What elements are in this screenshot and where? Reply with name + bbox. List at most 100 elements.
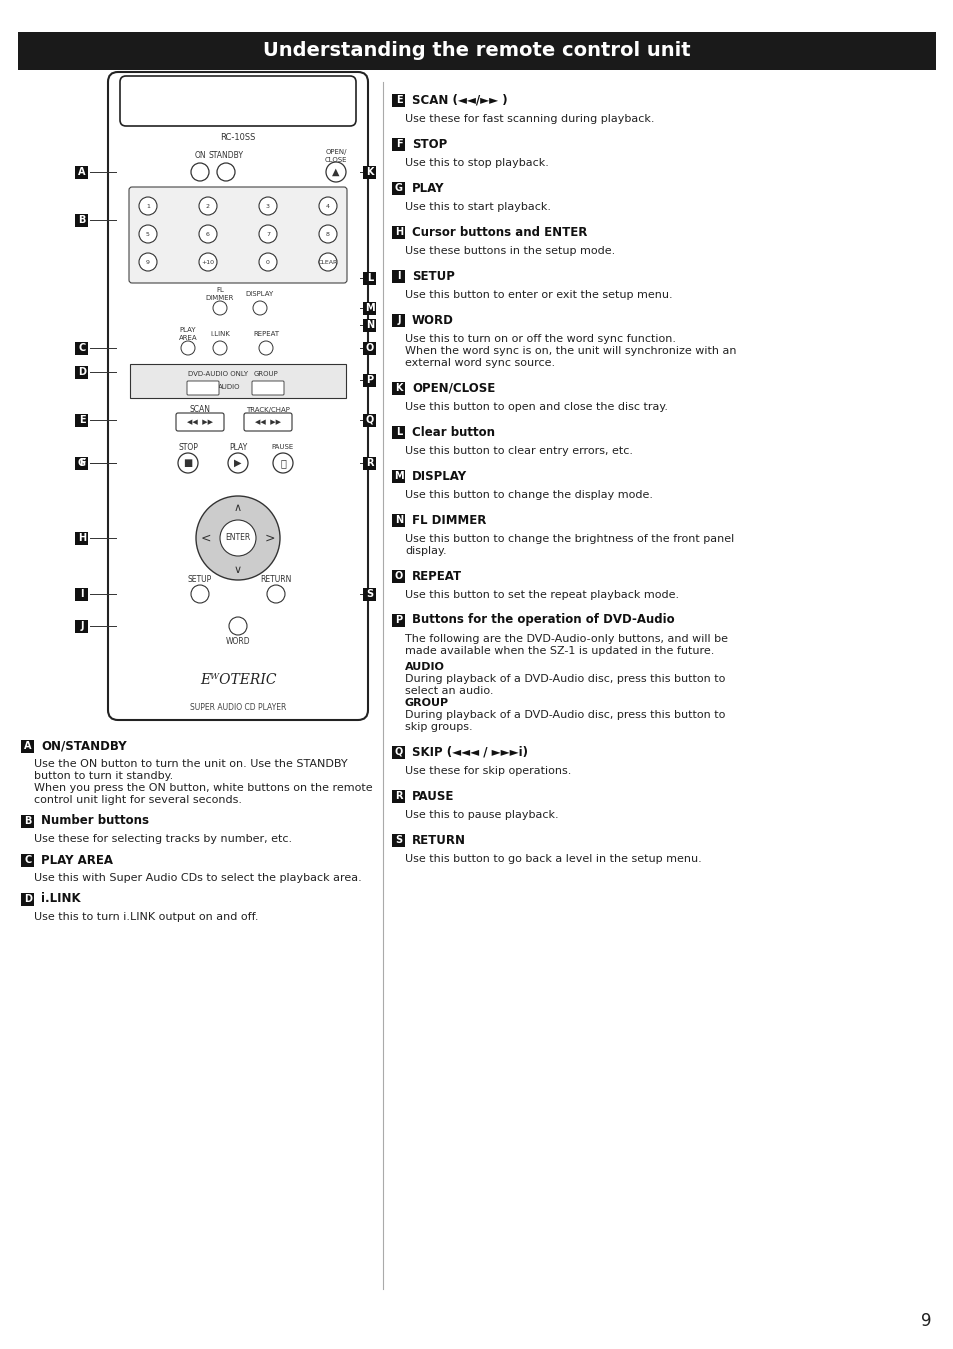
FancyBboxPatch shape [75, 456, 89, 469]
Text: J: J [80, 621, 84, 631]
Text: control unit light for several seconds.: control unit light for several seconds. [34, 795, 242, 805]
Text: external word sync source.: external word sync source. [405, 357, 555, 368]
Text: Use this button to enter or exit the setup menu.: Use this button to enter or exit the set… [405, 290, 672, 299]
Text: 9: 9 [146, 259, 150, 264]
Text: 8: 8 [326, 232, 330, 236]
Text: Q: Q [395, 747, 403, 757]
Text: S: S [395, 835, 402, 844]
FancyBboxPatch shape [120, 76, 355, 125]
FancyBboxPatch shape [175, 413, 224, 430]
Text: H: H [395, 227, 402, 237]
Text: ▲: ▲ [332, 167, 339, 177]
Text: FL: FL [215, 287, 224, 293]
Text: B: B [78, 214, 86, 225]
FancyBboxPatch shape [392, 313, 405, 326]
Text: Use this to start playback.: Use this to start playback. [405, 202, 551, 212]
Circle shape [258, 197, 276, 214]
Circle shape [139, 197, 157, 214]
Text: N: N [395, 515, 402, 525]
Text: Use these for fast scanning during playback.: Use these for fast scanning during playb… [405, 115, 654, 124]
Text: ∧: ∧ [233, 503, 242, 513]
Text: B: B [24, 816, 31, 826]
Circle shape [228, 453, 248, 473]
Text: Use this button to go back a level in the setup menu.: Use this button to go back a level in th… [405, 854, 701, 863]
Text: ON: ON [194, 151, 206, 161]
FancyBboxPatch shape [363, 271, 376, 285]
Text: Understanding the remote control unit: Understanding the remote control unit [263, 42, 690, 61]
FancyBboxPatch shape [187, 380, 219, 395]
Text: Use this to stop playback.: Use this to stop playback. [405, 158, 548, 169]
Text: E: E [395, 94, 402, 105]
FancyBboxPatch shape [363, 374, 376, 387]
Text: Q: Q [366, 415, 374, 425]
Text: Use this button to change the brightness of the front panel: Use this button to change the brightness… [405, 534, 734, 544]
Circle shape [229, 616, 247, 635]
Text: D: D [78, 367, 86, 376]
Text: ◀◀  ▶▶: ◀◀ ▶▶ [187, 420, 213, 425]
Text: Use the ON button to turn the unit on. Use the STANDBY: Use the ON button to turn the unit on. U… [34, 759, 347, 769]
Text: 4: 4 [326, 204, 330, 209]
Text: AUDIO: AUDIO [405, 662, 444, 672]
Text: display.: display. [405, 546, 446, 556]
Text: CLOSE: CLOSE [324, 156, 347, 163]
Text: STANDBY: STANDBY [209, 151, 243, 161]
FancyBboxPatch shape [392, 382, 405, 394]
Text: 2: 2 [206, 204, 210, 209]
Text: ⏸: ⏸ [280, 459, 286, 468]
Circle shape [178, 453, 198, 473]
FancyBboxPatch shape [75, 213, 89, 227]
FancyBboxPatch shape [22, 893, 34, 905]
Text: PLAY: PLAY [179, 326, 196, 333]
Text: select an audio.: select an audio. [405, 687, 493, 696]
Text: N: N [366, 320, 374, 331]
FancyBboxPatch shape [392, 514, 405, 526]
Circle shape [199, 225, 216, 243]
Text: REPEAT: REPEAT [253, 331, 279, 337]
FancyBboxPatch shape [363, 456, 376, 469]
Text: DVD-AUDIO ONLY: DVD-AUDIO ONLY [188, 371, 248, 376]
Text: K: K [366, 167, 374, 177]
Text: 3: 3 [266, 204, 270, 209]
FancyBboxPatch shape [75, 414, 89, 426]
Text: WORD: WORD [412, 313, 454, 326]
Text: Use this button to change the display mode.: Use this button to change the display mo… [405, 490, 652, 500]
FancyBboxPatch shape [75, 366, 89, 379]
FancyBboxPatch shape [363, 301, 376, 314]
Circle shape [139, 254, 157, 271]
Circle shape [318, 197, 336, 214]
Text: During playback of a DVD-Audio disc, press this button to: During playback of a DVD-Audio disc, pre… [405, 710, 724, 720]
FancyBboxPatch shape [363, 414, 376, 426]
Text: WORD: WORD [226, 638, 250, 646]
Text: I: I [396, 271, 400, 281]
FancyBboxPatch shape [392, 469, 405, 483]
FancyBboxPatch shape [392, 569, 405, 583]
Text: Use this to turn i.LINK output on and off.: Use this to turn i.LINK output on and of… [34, 912, 258, 921]
Text: 7: 7 [266, 232, 270, 236]
FancyBboxPatch shape [392, 834, 405, 847]
FancyBboxPatch shape [392, 270, 405, 282]
FancyBboxPatch shape [22, 854, 34, 866]
Text: PLAY AREA: PLAY AREA [41, 854, 112, 866]
FancyBboxPatch shape [363, 166, 376, 178]
FancyBboxPatch shape [252, 380, 284, 395]
Text: L: L [367, 272, 373, 283]
Text: When you press the ON button, white buttons on the remote: When you press the ON button, white butt… [34, 782, 373, 793]
Text: Cursor buttons and ENTER: Cursor buttons and ENTER [412, 225, 587, 239]
Text: H: H [78, 533, 86, 544]
Text: O: O [395, 571, 403, 581]
Text: button to turn it standby.: button to turn it standby. [34, 772, 173, 781]
FancyBboxPatch shape [363, 318, 376, 332]
Text: DISPLAY: DISPLAY [246, 291, 274, 297]
Text: SUPER AUDIO CD PLAYER: SUPER AUDIO CD PLAYER [190, 703, 286, 712]
Text: The following are the DVD-Audio-only buttons, and will be: The following are the DVD-Audio-only but… [405, 634, 727, 643]
Text: made available when the SZ-1 is updated in the future.: made available when the SZ-1 is updated … [405, 646, 714, 656]
Text: Clear button: Clear button [412, 425, 495, 438]
FancyBboxPatch shape [22, 739, 34, 753]
FancyBboxPatch shape [18, 32, 935, 70]
Text: STOP: STOP [178, 442, 197, 452]
Circle shape [258, 254, 276, 271]
Text: F: F [395, 139, 402, 148]
Text: AUDIO: AUDIO [218, 384, 240, 390]
Text: i.LINK: i.LINK [210, 331, 230, 337]
Circle shape [253, 301, 267, 316]
